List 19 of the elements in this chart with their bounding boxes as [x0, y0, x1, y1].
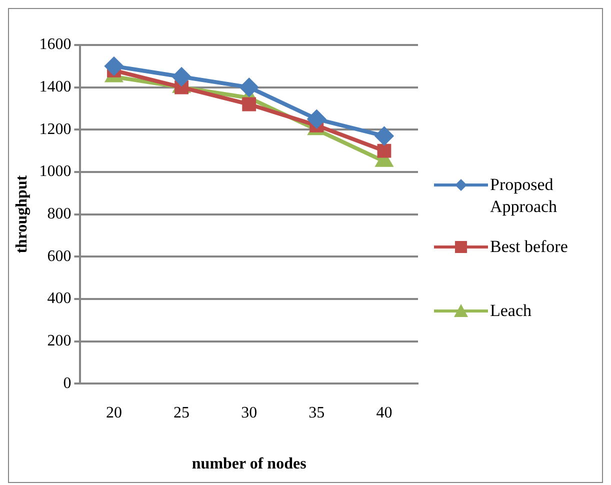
y-tick-label: 1000	[39, 163, 72, 180]
x-tick-label: 25	[174, 404, 190, 422]
y-tick-label: 1600	[39, 36, 72, 54]
x-axis-title: number of nodes	[192, 456, 306, 473]
legend-label: Proposed Approach	[490, 174, 558, 218]
y-tick-label: 0	[63, 374, 72, 392]
x-tick-label: 40	[376, 404, 392, 422]
legend-label: Best before	[490, 236, 568, 258]
legend-label: Leach	[490, 300, 532, 322]
y-tick-label: 1200	[39, 120, 72, 138]
y-tick-label: 800	[47, 206, 72, 223]
y-tick-label: 200	[47, 332, 72, 350]
x-tick-label: 30	[241, 404, 258, 422]
y-axis-title: throughput	[14, 174, 31, 254]
y-tick-label: 400	[47, 290, 72, 308]
y-tick-label: 1400	[39, 78, 72, 96]
x-tick-label: 20	[106, 404, 122, 422]
x-tick-label: 35	[308, 404, 325, 422]
y-tick-label: 600	[47, 248, 72, 265]
